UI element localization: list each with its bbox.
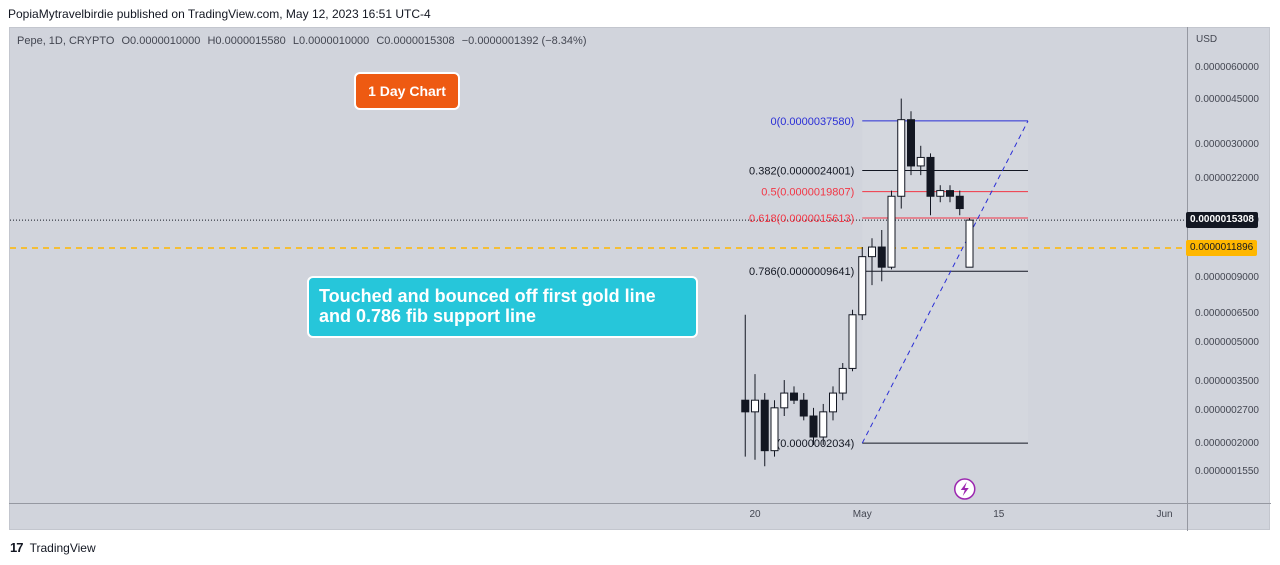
candle-body [848, 314, 857, 369]
candle-body [790, 392, 798, 401]
fib-level-label: 0.618(0.0000015613) [749, 213, 854, 225]
candle-body [809, 415, 818, 438]
candle-body [858, 256, 867, 316]
candle-body [838, 367, 847, 394]
fib-level-label: 0(0.0000037580) [770, 116, 854, 128]
candle-body [770, 407, 779, 452]
candle-body [946, 190, 954, 197]
tradingview-logo-icon: 17 [10, 540, 24, 555]
candle-body [780, 392, 789, 409]
lightning-icon [960, 482, 969, 496]
candle-body [751, 399, 759, 413]
time-tick-label: 15 [993, 509, 1005, 520]
fib-level-label: 0.5(0.0000019807) [761, 187, 854, 199]
price-tick-label: 0.0000009000 [1195, 271, 1259, 283]
bounce-note-line-2: and 0.786 fib support line [319, 306, 537, 326]
low-value: L0.0000010000 [292, 35, 370, 47]
time-tick-label: May [852, 509, 872, 520]
price-tick-label: 0.0000001550 [1195, 466, 1259, 478]
high-value: H0.0000015580 [207, 35, 286, 47]
candle-body [926, 156, 935, 197]
candle-body [897, 119, 906, 197]
last-price-badge: 0.0000015308 [1186, 212, 1258, 229]
candle-body [760, 399, 769, 452]
candle-body [936, 190, 945, 197]
time-tick-label: 20 [749, 509, 761, 520]
change-value: −0.0000001392 (−8.34%) [461, 35, 587, 47]
tradingview-brand: TradingView [29, 541, 96, 555]
candle-body [965, 219, 974, 268]
price-axis[interactable] [1187, 27, 1271, 503]
open-value: O0.0000010000 [121, 35, 201, 47]
candle-body [877, 246, 886, 268]
fib-level-label: 0.382(0.0000024001) [749, 165, 854, 177]
time-tick-label: Jun [1156, 509, 1173, 520]
candle-body [868, 246, 876, 258]
candle-body [819, 411, 828, 438]
candle-body [916, 156, 925, 167]
price-tick-label: 0.0000022000 [1195, 173, 1259, 185]
fib-level-label: 0.786(0.0000009641) [749, 266, 854, 278]
price-tick-label: 0.0000060000 [1195, 62, 1259, 74]
time-axis[interactable] [9, 503, 1187, 531]
candle-body [799, 399, 808, 417]
bounce-note[interactable]: Touched and bounced off first gold line … [307, 276, 698, 338]
fib-trend-line [861, 120, 1029, 444]
candle-body [829, 392, 837, 413]
price-tick-label: 0.0000030000 [1195, 138, 1259, 150]
ohlc-legend: Pepe, 1D, CRYPTO O0.0000010000 H0.000001… [17, 33, 591, 49]
symbol-label[interactable]: Pepe, 1D, CRYPTO [17, 35, 115, 47]
close-value: C0.0000015308 [376, 35, 455, 47]
price-tick-label: 0.0000006500 [1195, 307, 1259, 319]
candle-body [741, 399, 750, 413]
timeframe-note[interactable]: 1 Day Chart [354, 72, 460, 110]
price-tick-label: 0.0000002700 [1195, 404, 1259, 416]
price-tick-label: 0.0000005000 [1195, 336, 1259, 348]
currency-label: USD [1196, 34, 1218, 45]
publish-header: PopiaMytravelbirdie published on Trading… [8, 7, 431, 21]
axis-corner [1187, 503, 1271, 531]
price-tick-label: 0.0000002000 [1195, 438, 1259, 449]
tradingview-footer[interactable]: 17 TradingView [10, 538, 96, 558]
gold-line-badge: 0.0000011896 [1186, 239, 1258, 256]
fib-level-label: 1(0.0000002034) [770, 438, 854, 450]
bounce-note-line-1: Touched and bounced off first gold line [319, 286, 656, 306]
price-tick-label: 0.0000045000 [1195, 94, 1259, 105]
candle-body [887, 195, 896, 268]
candle-body [955, 195, 964, 210]
price-tick-label: 0.0000003500 [1195, 376, 1259, 388]
candle-body [907, 119, 915, 167]
